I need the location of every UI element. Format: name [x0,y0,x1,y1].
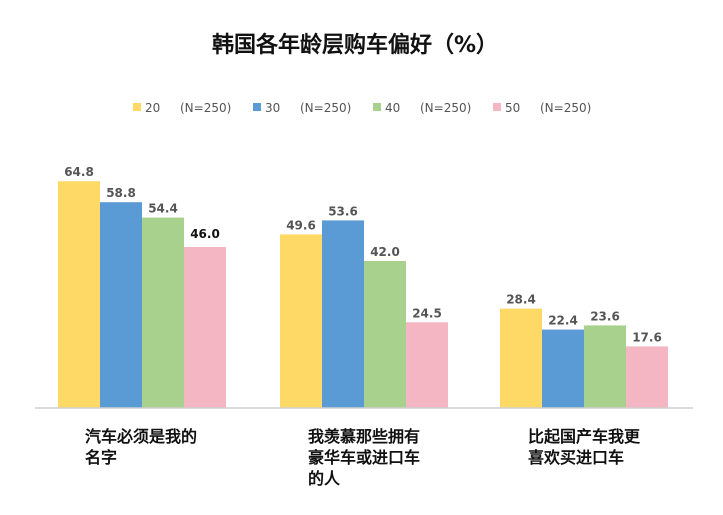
category-label-2-line-2: 豪华车或进口车 [308,448,420,467]
value-label-30-cat2: 53.6 [328,204,358,218]
legend-swatch-40 [373,103,381,111]
category-label-1-line-1: 汽车必须是我的 [85,427,197,446]
value-labels: 64.8 58.8 54.4 46.0 49.6 53.6 42.0 24.5 28.4 22.4… [64,165,662,344]
value-label-40-cat3: 23.6 [590,309,620,323]
bar-50-cat1 [184,247,226,408]
category-label-2: 我羡慕那些拥有豪华车或进口车的人 [308,427,420,488]
legend-label-20: 20 [145,101,160,115]
category-label-3-line-2: 喜欢买进口车 [528,448,624,467]
legend-n-20: (N=250) [180,101,231,115]
category-label-2-line-3: 的人 [308,469,341,488]
bar-40-cat1 [142,217,184,408]
bar-50-cat3 [626,346,668,408]
bar-30-cat3 [542,329,584,408]
value-label-20-cat3: 28.4 [506,293,536,307]
value-label-20-cat2: 49.6 [286,218,316,232]
chart-title: 韩国各年龄层购车偏好（%） [212,32,498,58]
bar-40-cat2 [364,261,406,408]
bar-20-cat1 [58,181,100,408]
value-label-50-cat1: 46.0 [190,227,220,241]
category-label-1-line-2: 名字 [85,448,117,467]
category-labels: 汽车必须是我的名字 我羡慕那些拥有豪华车或进口车的人 比起国产车我更喜欢买进口车 [85,427,641,488]
bar-30-cat2 [322,220,364,408]
bars [58,181,668,408]
value-label-30-cat1: 58.8 [106,186,136,200]
legend-n-30: (N=250) [300,101,351,115]
category-label-2-line-1: 我羡慕那些拥有 [308,427,420,446]
value-label-50-cat3: 17.6 [632,330,662,344]
category-label-3: 比起国产车我更喜欢买进口车 [528,427,641,467]
bar-20-cat3 [500,308,542,408]
legend-swatch-20 [133,103,141,111]
legend: 20 (N=250) 30 (N=250) 40 (N=250) 50 (N=250) [133,101,591,115]
value-label-30-cat3: 22.4 [548,314,578,328]
value-label-20-cat1: 64.8 [64,165,94,179]
value-label-40-cat2: 42.0 [370,245,400,259]
legend-label-40: 40 [385,101,400,115]
legend-swatch-50 [493,103,501,111]
value-label-50-cat2: 24.5 [412,306,442,320]
value-label-40-cat1: 54.4 [148,202,178,216]
category-label-3-line-1: 比起国产车我更 [528,427,641,446]
legend-label-50: 50 [505,101,520,115]
bar-40-cat3 [584,325,626,408]
legend-n-50: (N=250) [540,101,591,115]
bar-50-cat2 [406,322,448,408]
bar-20-cat2 [280,234,322,408]
category-label-1: 汽车必须是我的名字 [85,427,197,467]
legend-label-30: 30 [265,101,280,115]
legend-swatch-30 [253,103,261,111]
legend-n-40: (N=250) [420,101,471,115]
bar-30-cat1 [100,202,142,408]
